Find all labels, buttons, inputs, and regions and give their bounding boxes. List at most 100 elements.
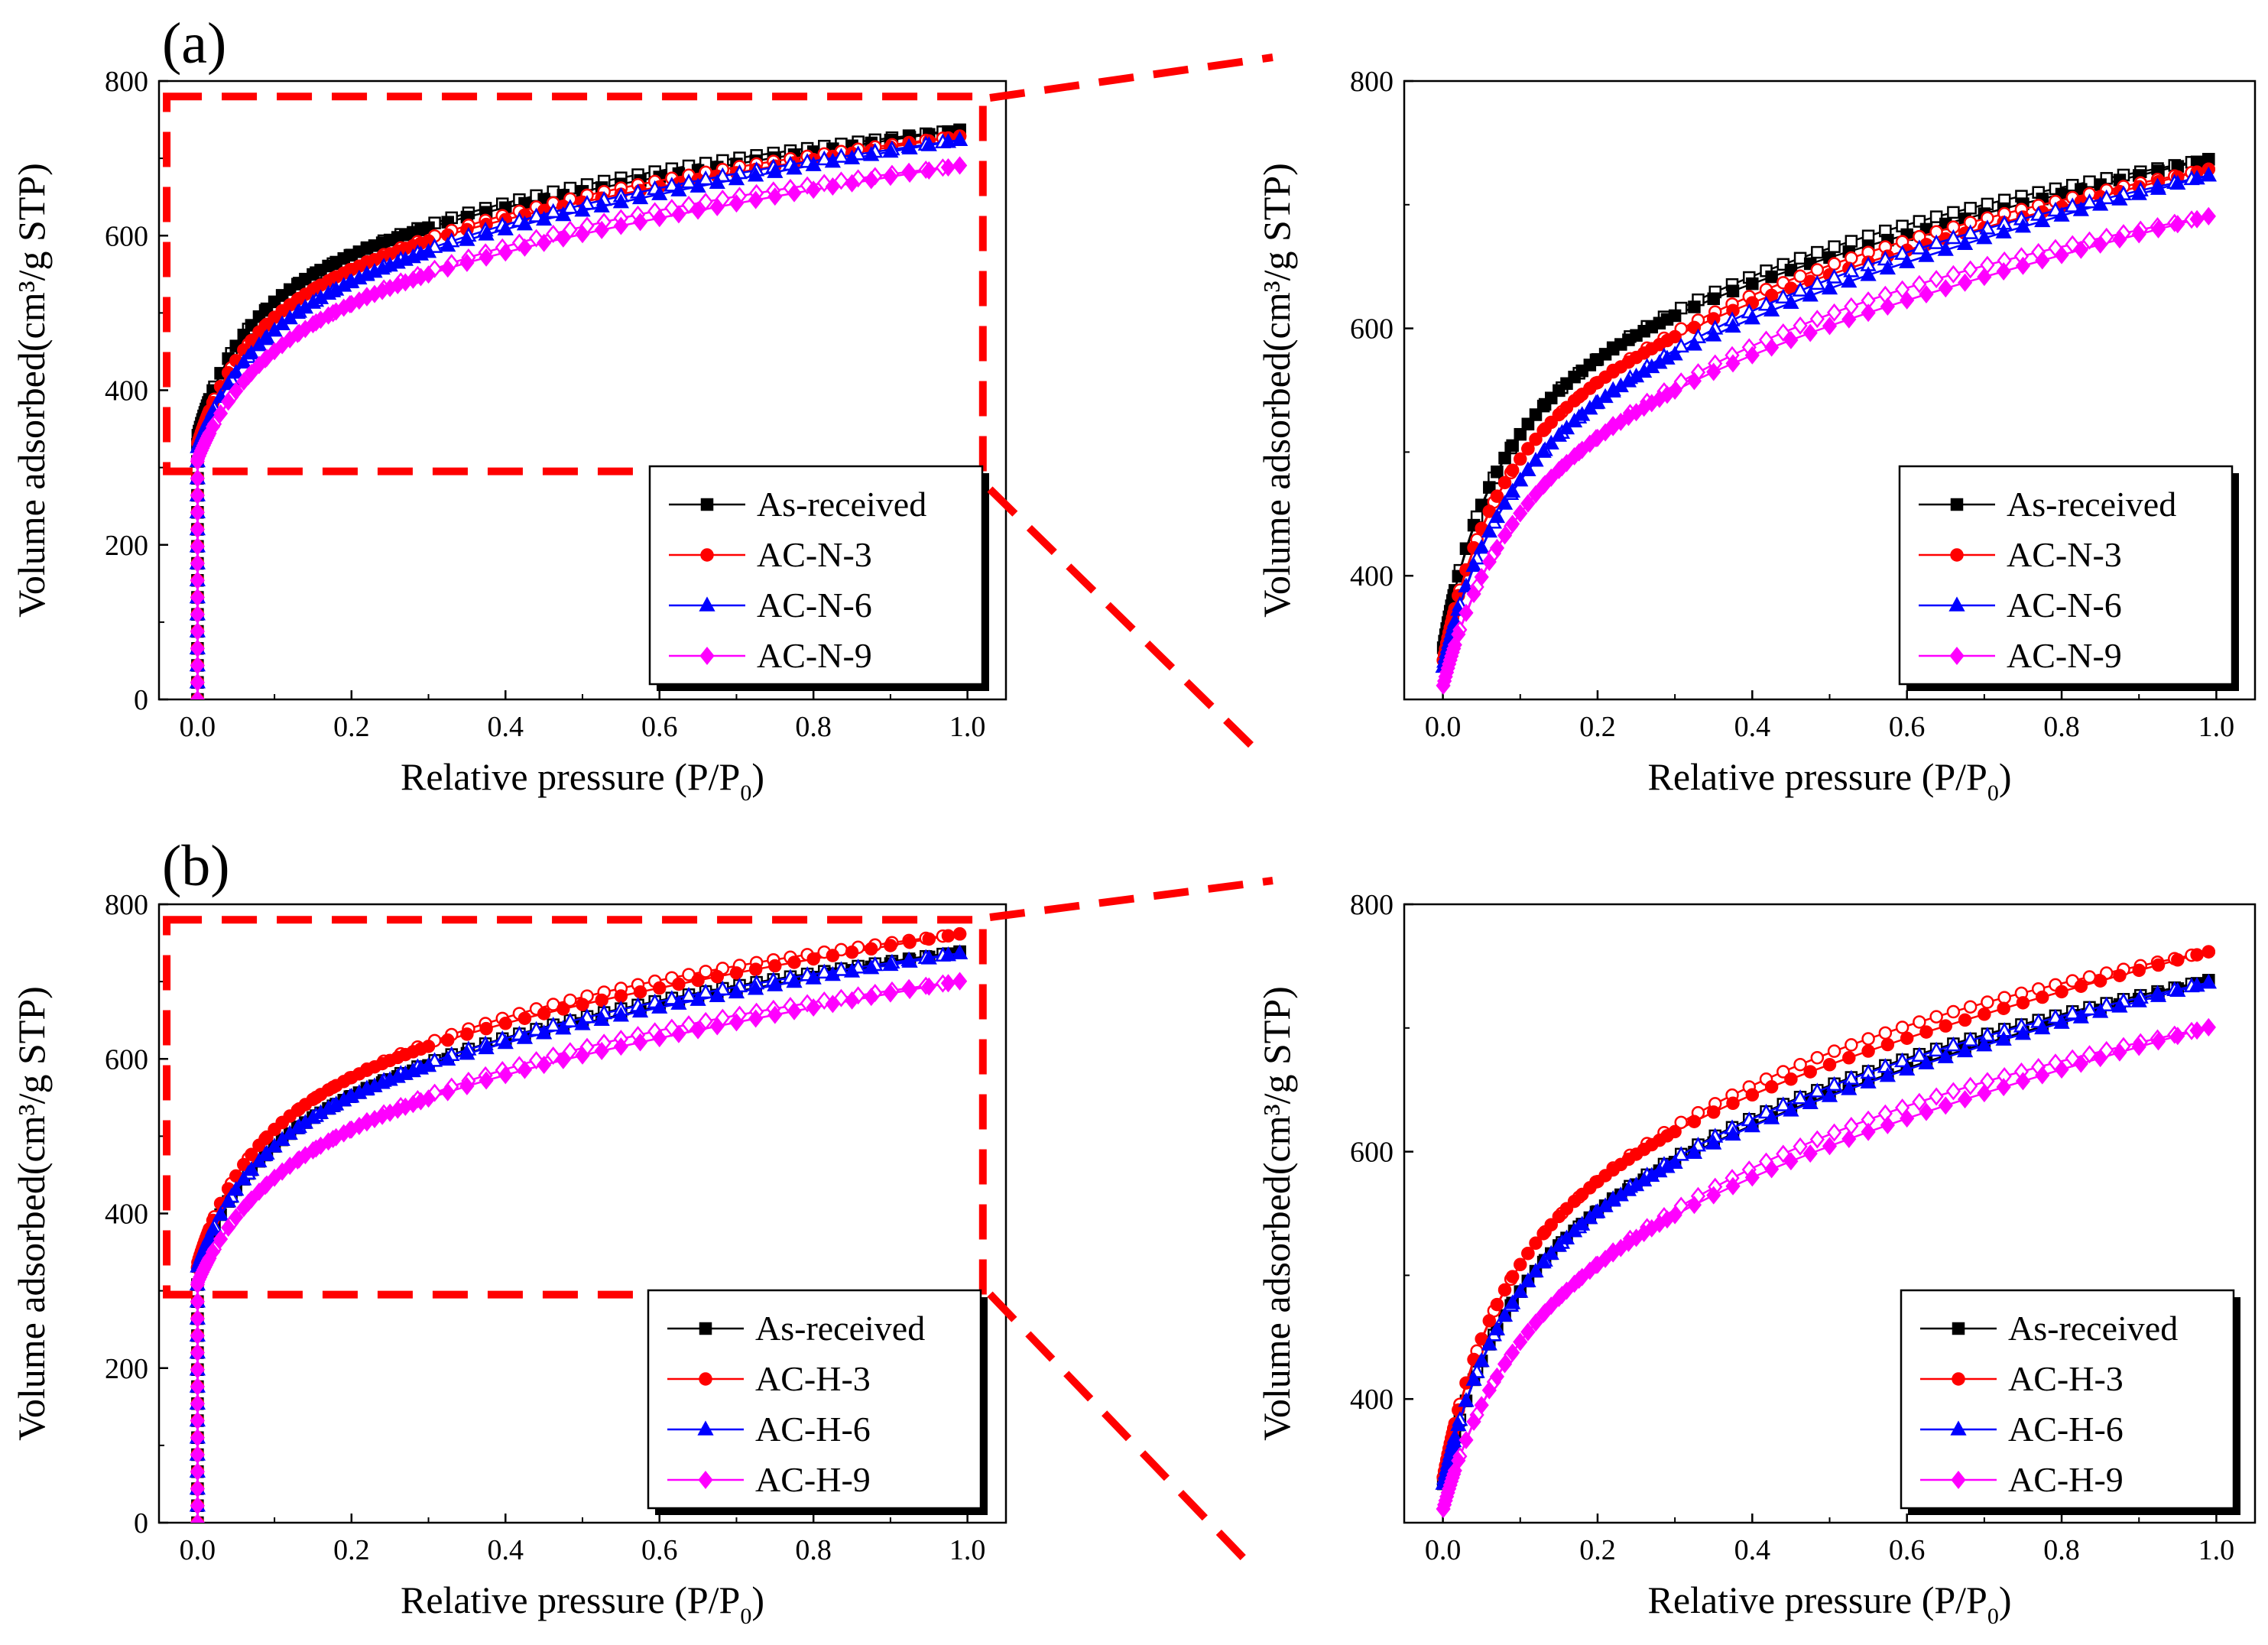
- data-point: [864, 942, 878, 956]
- data-point: [1673, 1146, 1689, 1161]
- data-point: [805, 156, 822, 171]
- data-point: [1514, 452, 1527, 466]
- y-tick-label: 600: [105, 220, 148, 252]
- data-point: [221, 1218, 236, 1238]
- data-point: [2201, 1017, 2216, 1037]
- data-point: [546, 224, 561, 243]
- data-point: [245, 1147, 258, 1162]
- y-tick-label: 200: [105, 1353, 148, 1385]
- data-point: [826, 949, 840, 962]
- data-point: [901, 952, 918, 968]
- data-point: [728, 170, 745, 186]
- data-point: [2015, 1072, 2031, 1091]
- data-point: [1976, 229, 1993, 245]
- chart-b-zoom: 0.0 0.2 0.4 0.6 0.8 1.0 400 600 800 Relative pres…: [1255, 889, 2257, 1629]
- data-point: [1945, 1037, 1962, 1052]
- data-point: [252, 1138, 266, 1153]
- data-point: [1841, 1080, 1858, 1095]
- data-point: [1458, 1392, 1475, 1407]
- x-tick-label: 0.0: [1425, 711, 1462, 743]
- data-point: [1937, 1048, 1954, 1063]
- data-point: [2150, 180, 2167, 195]
- data-point: [1520, 461, 1536, 476]
- y-axis-label: Volume adsorbed(cm³/g STP): [1255, 163, 1298, 618]
- data-point: [1504, 482, 1521, 498]
- legend-label: AC-N-3: [2007, 535, 2122, 574]
- data-point: [2053, 1014, 2070, 1029]
- data-point: [2034, 212, 2051, 228]
- data-point: [921, 161, 936, 180]
- data-point: [709, 174, 725, 190]
- data-point: [1496, 1306, 1514, 1322]
- panel-label-b: (b): [162, 834, 230, 898]
- legend: As-received AC-N-3 AC-N-6 AC-N-9: [648, 465, 989, 691]
- data-point: [1962, 224, 1979, 239]
- data-point: [1725, 1125, 1741, 1141]
- data-point: [832, 961, 850, 976]
- data-point: [1674, 1115, 1688, 1130]
- data-point: [205, 1242, 221, 1261]
- data-point: [1505, 1270, 1520, 1283]
- y-tick-label: 600: [1350, 313, 1394, 346]
- data-point: [1725, 317, 1741, 333]
- legend-label: AC-N-3: [757, 535, 872, 574]
- data-point: [843, 149, 861, 164]
- data-point: [1686, 1144, 1703, 1159]
- x-tick-label: 0.4: [488, 1534, 524, 1566]
- data-point: [527, 1020, 545, 1037]
- data-point: [479, 1021, 493, 1036]
- data-point: [1919, 1025, 1933, 1039]
- data-point: [1668, 309, 1682, 323]
- data-point: [902, 981, 917, 1000]
- y-tick-label: 400: [1350, 560, 1394, 592]
- data-point: [805, 969, 822, 985]
- data-point: [1764, 1080, 1779, 1094]
- x-tick-label: 1.0: [2198, 711, 2235, 743]
- data-point: [806, 952, 820, 966]
- y-axis-label: Volume adsorbed(cm³/g STP): [10, 163, 53, 618]
- data-point: [237, 1157, 251, 1172]
- data-point: [1928, 1041, 1945, 1057]
- data-point: [1686, 372, 1702, 391]
- data-point: [1843, 262, 1860, 277]
- data-point: [1765, 270, 1778, 284]
- data-point: [1810, 263, 1825, 277]
- data-point: [952, 927, 967, 941]
- data-point: [1996, 261, 2011, 281]
- data-point: [1490, 1297, 1504, 1312]
- data-point: [2081, 1045, 2098, 1064]
- legend-marker: [699, 1322, 712, 1335]
- data-point: [1845, 1038, 1858, 1052]
- data-point: [787, 1001, 802, 1020]
- data-point: [1725, 1176, 1741, 1196]
- legend-label: AC-H-3: [755, 1359, 871, 1398]
- data-point: [698, 1011, 713, 1030]
- x-tick-label: 0.6: [641, 711, 678, 743]
- x-tick-label: 0.0: [1425, 1534, 1462, 1566]
- data-point: [1558, 419, 1575, 435]
- data-point: [1963, 1076, 1978, 1095]
- data-point: [883, 167, 898, 187]
- data-point: [555, 206, 572, 222]
- data-point: [258, 329, 275, 344]
- x-tick-label: 1.0: [949, 1534, 986, 1566]
- data-point: [1521, 442, 1535, 456]
- data-point: [2055, 985, 2068, 999]
- data-point: [459, 231, 475, 246]
- data-point: [1893, 1052, 1911, 1068]
- data-point: [498, 1066, 513, 1085]
- data-point: [1497, 1355, 1513, 1374]
- data-point: [1844, 297, 1859, 316]
- data-point: [1536, 423, 1550, 437]
- data-point: [1473, 1352, 1490, 1368]
- data-point: [562, 1012, 579, 1027]
- data-point: [2200, 166, 2217, 182]
- data-point: [1913, 1015, 1926, 1029]
- legend-marker: [697, 1420, 714, 1436]
- data-point: [593, 1011, 610, 1026]
- data-point: [1996, 1078, 2011, 1097]
- data-point: [1793, 316, 1808, 335]
- data-point: [479, 1071, 494, 1090]
- data-point: [235, 1170, 252, 1186]
